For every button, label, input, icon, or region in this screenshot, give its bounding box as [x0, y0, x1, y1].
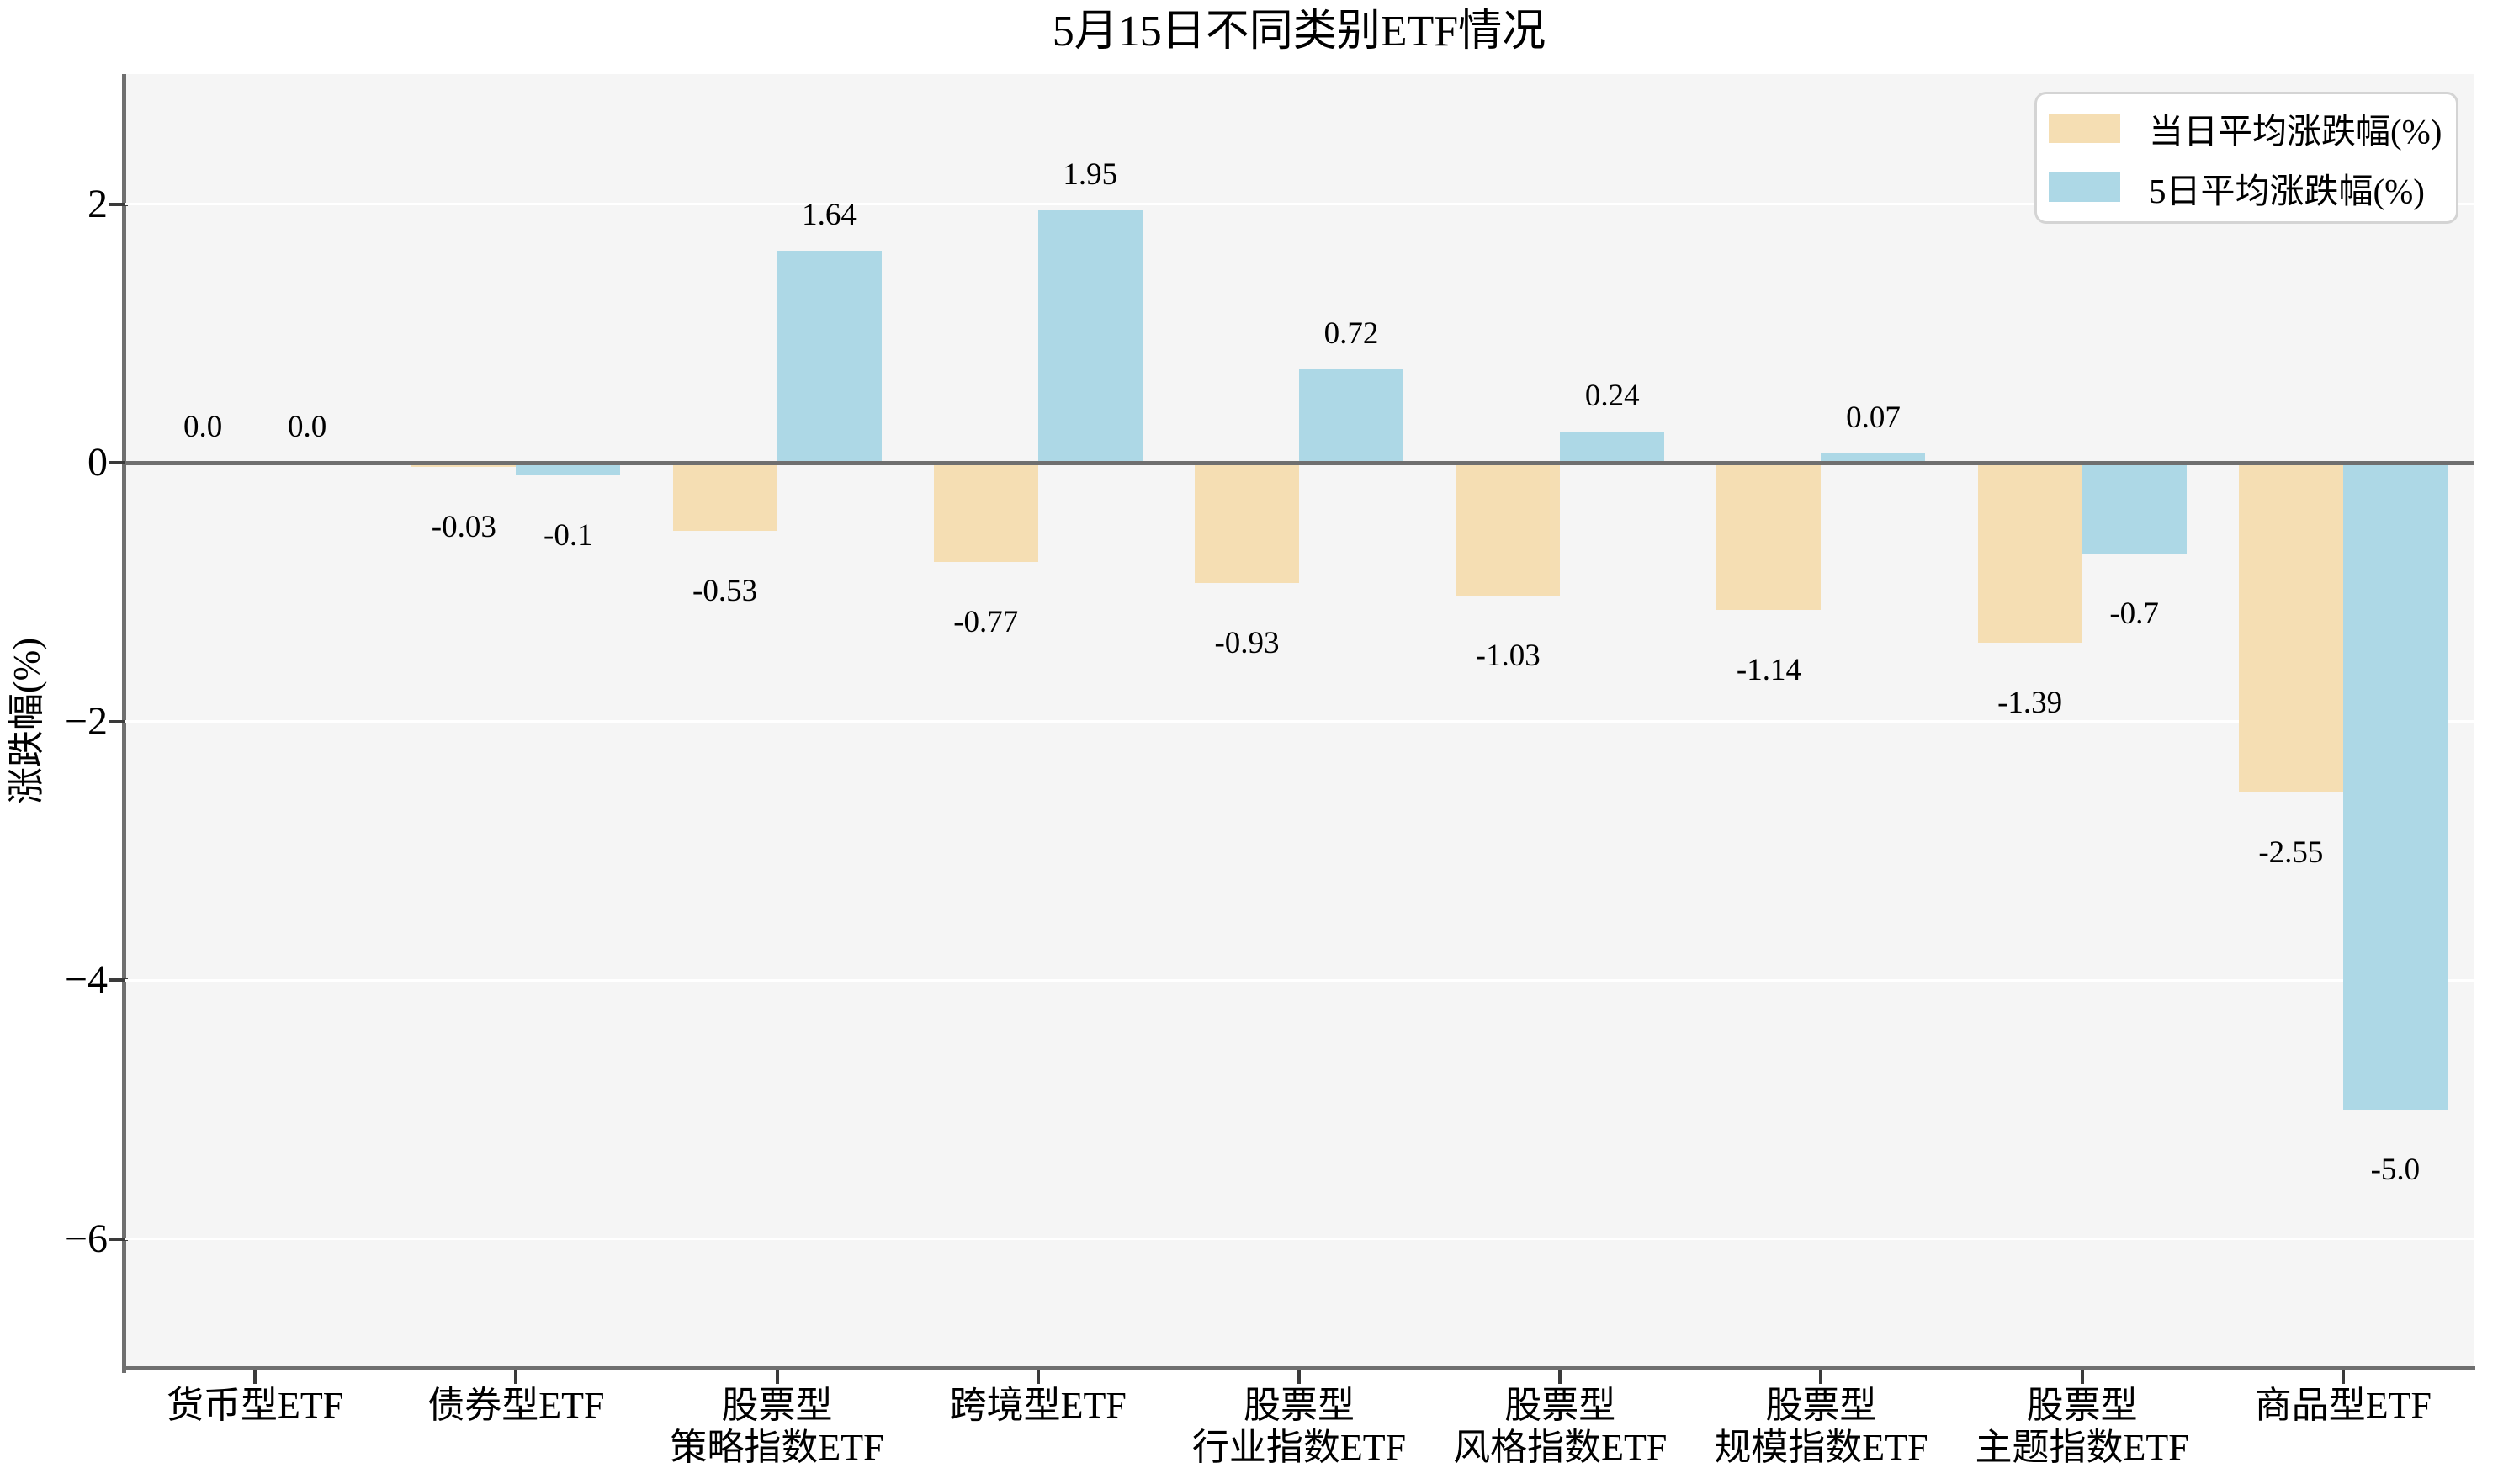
bar-5day-1: [516, 463, 621, 476]
x-tick: [2341, 1370, 2345, 1384]
x-tick-label: 股票型 策略指数ETF: [670, 1385, 884, 1468]
x-tick: [1297, 1370, 1301, 1384]
bar-value-label: 1.95: [1063, 157, 1118, 193]
bar-value-label: 0.0: [183, 410, 223, 444]
x-tick: [1819, 1370, 1823, 1384]
legend-item-5day: 5日平均涨跌幅(%): [2037, 162, 2456, 213]
gridline: [125, 720, 2474, 723]
bar-5day-8: [2342, 463, 2448, 1110]
bar-value-label: -2.55: [2258, 835, 2324, 871]
bar-daily-6: [1716, 463, 1822, 611]
legend-swatch-daily: [2049, 113, 2120, 143]
bar-value-label: 0.24: [1584, 379, 1640, 414]
y-axis-spine: [122, 74, 126, 1373]
gridline: [125, 978, 2474, 982]
bar-daily-2: [672, 463, 777, 532]
bar-5day-3: [1037, 210, 1143, 463]
x-tick: [514, 1370, 518, 1384]
x-tick-label: 股票型 风格指数ETF: [1453, 1385, 1668, 1468]
x-axis-spine: [122, 1366, 2475, 1370]
y-tick-label: −6: [64, 1216, 108, 1261]
x-tick: [253, 1370, 257, 1384]
bar-5day-4: [1299, 369, 1403, 463]
y-tick-label: 0: [88, 440, 108, 485]
y-tick: [109, 202, 128, 206]
x-tick: [1558, 1370, 1562, 1384]
y-tick: [109, 719, 128, 723]
x-tick-label: 股票型 行业指数ETF: [1191, 1385, 1407, 1468]
bar-value-label: -5.0: [2370, 1152, 2421, 1187]
bar-value-label: -0.03: [431, 509, 496, 544]
y-tick-label: 2: [88, 181, 108, 226]
y-tick-label: −2: [64, 698, 108, 744]
bar-value-label: -0.77: [953, 605, 1019, 640]
bar-daily-5: [1456, 463, 1561, 596]
y-tick: [109, 978, 128, 982]
legend-label-daily: 当日平均涨跌幅(%): [2149, 112, 2442, 151]
gridline: [125, 1238, 2474, 1240]
x-tick-label: 债券型ETF: [427, 1385, 605, 1426]
legend-item-daily: 当日平均涨跌幅(%): [2037, 103, 2456, 153]
x-tick-label: 股票型 主题指数ETF: [1975, 1385, 2189, 1468]
x-tick-label: 股票型 规模指数ETF: [1714, 1385, 1928, 1468]
bar-value-label: -1.03: [1475, 639, 1541, 674]
legend: 当日平均涨跌幅(%) 5日平均涨跌幅(%): [2034, 92, 2458, 224]
bar-value-label: -0.93: [1214, 625, 1280, 660]
x-tick: [775, 1370, 779, 1384]
legend-swatch-5day: [2049, 172, 2120, 203]
bar-value-label: 0.0: [287, 410, 327, 444]
bar-5day-2: [777, 250, 882, 463]
y-tick: [109, 1237, 128, 1241]
x-tick: [1036, 1370, 1040, 1384]
x-tick: [2080, 1370, 2084, 1384]
plot-area: [125, 74, 2474, 1369]
bar-value-label: -0.53: [692, 574, 758, 609]
bar-value-label: 0.72: [1323, 316, 1379, 352]
zero-baseline: [125, 460, 2474, 465]
legend-label-5day: 5日平均涨跌幅(%): [2149, 171, 2425, 210]
chart-title: 5月15日不同类别ETF情况: [1052, 8, 1546, 56]
bar-value-label: 1.64: [802, 197, 857, 232]
bar-daily-3: [933, 463, 1038, 563]
y-tick-label: −4: [64, 957, 108, 1002]
bar-value-label: -1.39: [1997, 685, 2063, 720]
y-tick: [109, 461, 128, 464]
bar-value-label: -0.7: [2109, 596, 2159, 631]
gridline: [125, 203, 2474, 205]
bar-value-label: 0.07: [1846, 400, 1901, 436]
x-tick-label: 跨境型ETF: [949, 1385, 1127, 1426]
bar-value-label: -1.14: [1736, 653, 1801, 688]
bar-daily-8: [2238, 463, 2343, 793]
bar-daily-7: [1977, 463, 2082, 643]
bar-5day-6: [1821, 453, 1926, 463]
x-tick-label: 货币型ETF: [166, 1385, 344, 1426]
x-tick-label: 商品型ETF: [2254, 1385, 2432, 1426]
bar-5day-5: [1560, 432, 1665, 463]
bar-daily-4: [1195, 463, 1299, 583]
bar-value-label: -0.1: [544, 518, 593, 554]
bar-5day-7: [2082, 463, 2187, 554]
